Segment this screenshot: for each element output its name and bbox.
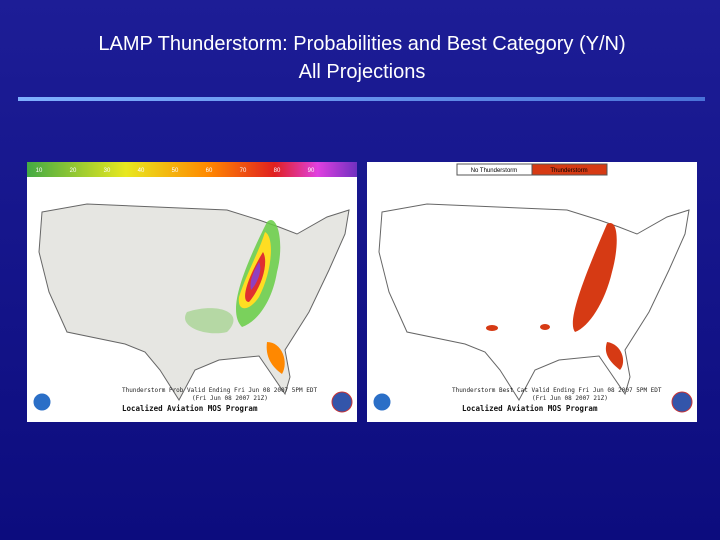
legend: No Thunderstorm Thunderstorm [471,168,588,174]
blob [250,262,261,290]
blob [185,308,234,334]
title-rule [18,97,705,101]
program-name: Localized Aviation MOS Program [122,404,258,413]
caption: Thunderstorm Best Cat Valid Ending Fri J… [452,387,662,394]
nws-logo [671,391,693,413]
noaa-logo [32,392,52,412]
subcaption: (Fri Jun 08 2007 21Z) [192,395,268,402]
area [572,222,617,332]
legend-label: 40 [138,168,145,174]
legend-label: 90 [308,168,315,174]
legend-label: No Thunderstorm [471,168,518,174]
probability-map: 10 20 30 40 50 60 70 80 90 Thunderstorm Prob Val… [27,162,357,422]
title-line: LAMP Thunderstorm: Probabilities and Bes… [98,33,625,55]
legend-label: 10 [36,168,43,174]
area [486,325,498,331]
thunderstorm-areas [486,222,624,370]
program-name: Localized Aviation MOS Program [462,404,598,413]
legend-label: Thunderstorm [550,168,587,174]
legend-label: 30 [104,168,111,174]
area [605,342,624,370]
legend-label: 60 [206,168,213,174]
legend-label: 70 [240,168,247,174]
probability-blobs [185,220,285,374]
category-map: No Thunderstorm Thunderstorm Thunderstorm… [367,162,697,422]
legend-label: 20 [70,168,77,174]
noaa-logo [372,392,392,412]
nws-logo [331,391,353,413]
blob [266,342,285,374]
legend-label: 80 [274,168,281,174]
legend-box [531,163,608,176]
caption: Thunderstorm Prob Valid Ending Fri Jun 0… [122,387,317,394]
legend: 10 20 30 40 50 60 70 80 90 [36,168,315,174]
subcaption: (Fri Jun 08 2007 21Z) [532,395,608,402]
area [540,324,550,330]
title-line: All Projections [299,61,426,83]
color-scale [27,162,357,177]
legend-label: 50 [172,168,179,174]
